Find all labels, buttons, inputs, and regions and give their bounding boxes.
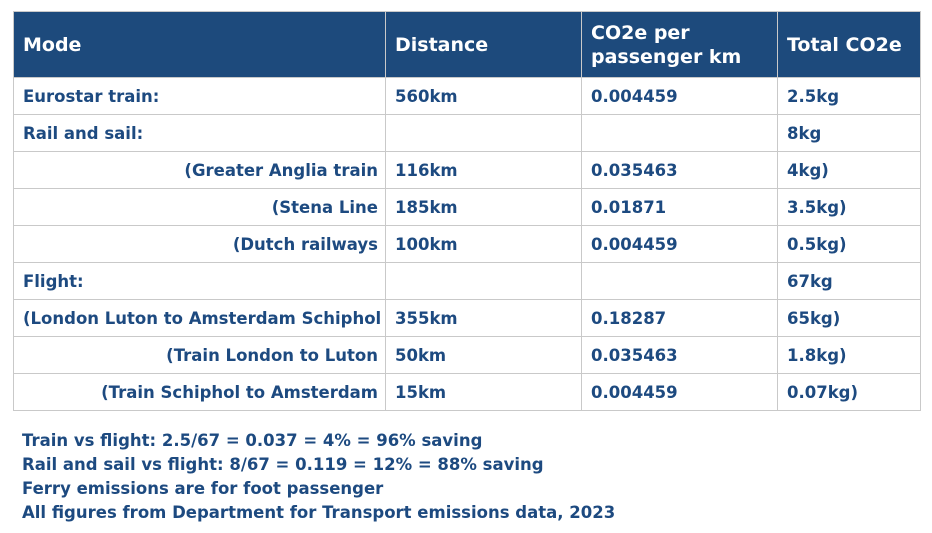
cell-mode: (Train London to Luton [13,336,386,374]
cell-mode: (Dutch railways [13,225,386,263]
footnote-rail-sail-vs-flight: Rail and sail vs flight: 8/67 = 0.119 = … [22,455,544,474]
table-header-row: Mode Distance CO2e per passenger km Total… [13,11,921,78]
cell-total: 0.5kg) [777,225,921,263]
cell-distance [385,114,582,152]
cell-total: 8kg [777,114,921,152]
header-distance: Distance [385,11,582,78]
cell-distance: 185km [385,188,582,226]
cell-mode: Rail and sail: [13,114,386,152]
cell-co2-per-km: 0.004459 [581,77,778,115]
cell-mode: Eurostar train: [13,77,386,115]
header-co2-per-km: CO2e per passenger km [581,11,778,78]
cell-total: 0.07kg) [777,373,921,411]
footnotes: Train vs flight: 2.5/67 = 0.037 = 4% = 9… [22,429,615,525]
footnote-train-vs-flight: Train vs flight: 2.5/67 = 0.037 = 4% = 9… [22,431,483,450]
table-row: Rail and sail: 8kg [13,114,921,152]
cell-co2-per-km: 0.004459 [581,373,778,411]
header-co2-per-km-line1: CO2e per [591,21,690,44]
cell-total: 65kg) [777,299,921,337]
cell-distance [385,262,582,300]
table-row: (Greater Anglia train 116km 0.035463 4kg… [13,151,921,189]
cell-co2-per-km: 0.01871 [581,188,778,226]
cell-total: 1.8kg) [777,336,921,374]
cell-co2-per-km: 0.035463 [581,336,778,374]
cell-total: 67kg [777,262,921,300]
cell-co2-per-km [581,114,778,152]
cell-co2-per-km: 0.004459 [581,225,778,263]
cell-co2-per-km [581,262,778,300]
table-row: Eurostar train: 560km 0.004459 2.5kg [13,77,921,115]
cell-total: 4kg) [777,151,921,189]
cell-distance: 100km [385,225,582,263]
cell-mode: (London Luton to Amsterdam Schiphol [13,299,386,337]
table-row: (Stena Line 185km 0.01871 3.5kg) [13,188,921,226]
table-row: (Dutch railways 100km 0.004459 0.5kg) [13,225,921,263]
table-row: (Train Schiphol to Amsterdam 15km 0.0044… [13,373,921,411]
table-row: Flight: 67kg [13,262,921,300]
header-co2-per-km-line2: passenger km [591,45,742,68]
cell-distance: 355km [385,299,582,337]
emissions-table: Mode Distance CO2e per passenger km Total… [13,11,921,411]
cell-distance: 50km [385,336,582,374]
cell-total: 2.5kg [777,77,921,115]
footnote-source: All figures from Department for Transpor… [22,503,616,522]
header-total: Total CO2e [777,11,921,78]
table-row: (Train London to Luton 50km 0.035463 1.8… [13,336,921,374]
header-mode: Mode [13,11,386,78]
cell-co2-per-km: 0.18287 [581,299,778,337]
cell-total: 3.5kg) [777,188,921,226]
cell-distance: 116km [385,151,582,189]
table-row: (London Luton to Amsterdam Schiphol 355k… [13,299,921,337]
cell-mode: (Train Schiphol to Amsterdam [13,373,386,411]
cell-co2-per-km: 0.035463 [581,151,778,189]
cell-distance: 560km [385,77,582,115]
cell-mode: Flight: [13,262,386,300]
cell-mode: (Greater Anglia train [13,151,386,189]
footnote-ferry: Ferry emissions are for foot passenger [22,479,384,498]
cell-distance: 15km [385,373,582,411]
cell-mode: (Stena Line [13,188,386,226]
